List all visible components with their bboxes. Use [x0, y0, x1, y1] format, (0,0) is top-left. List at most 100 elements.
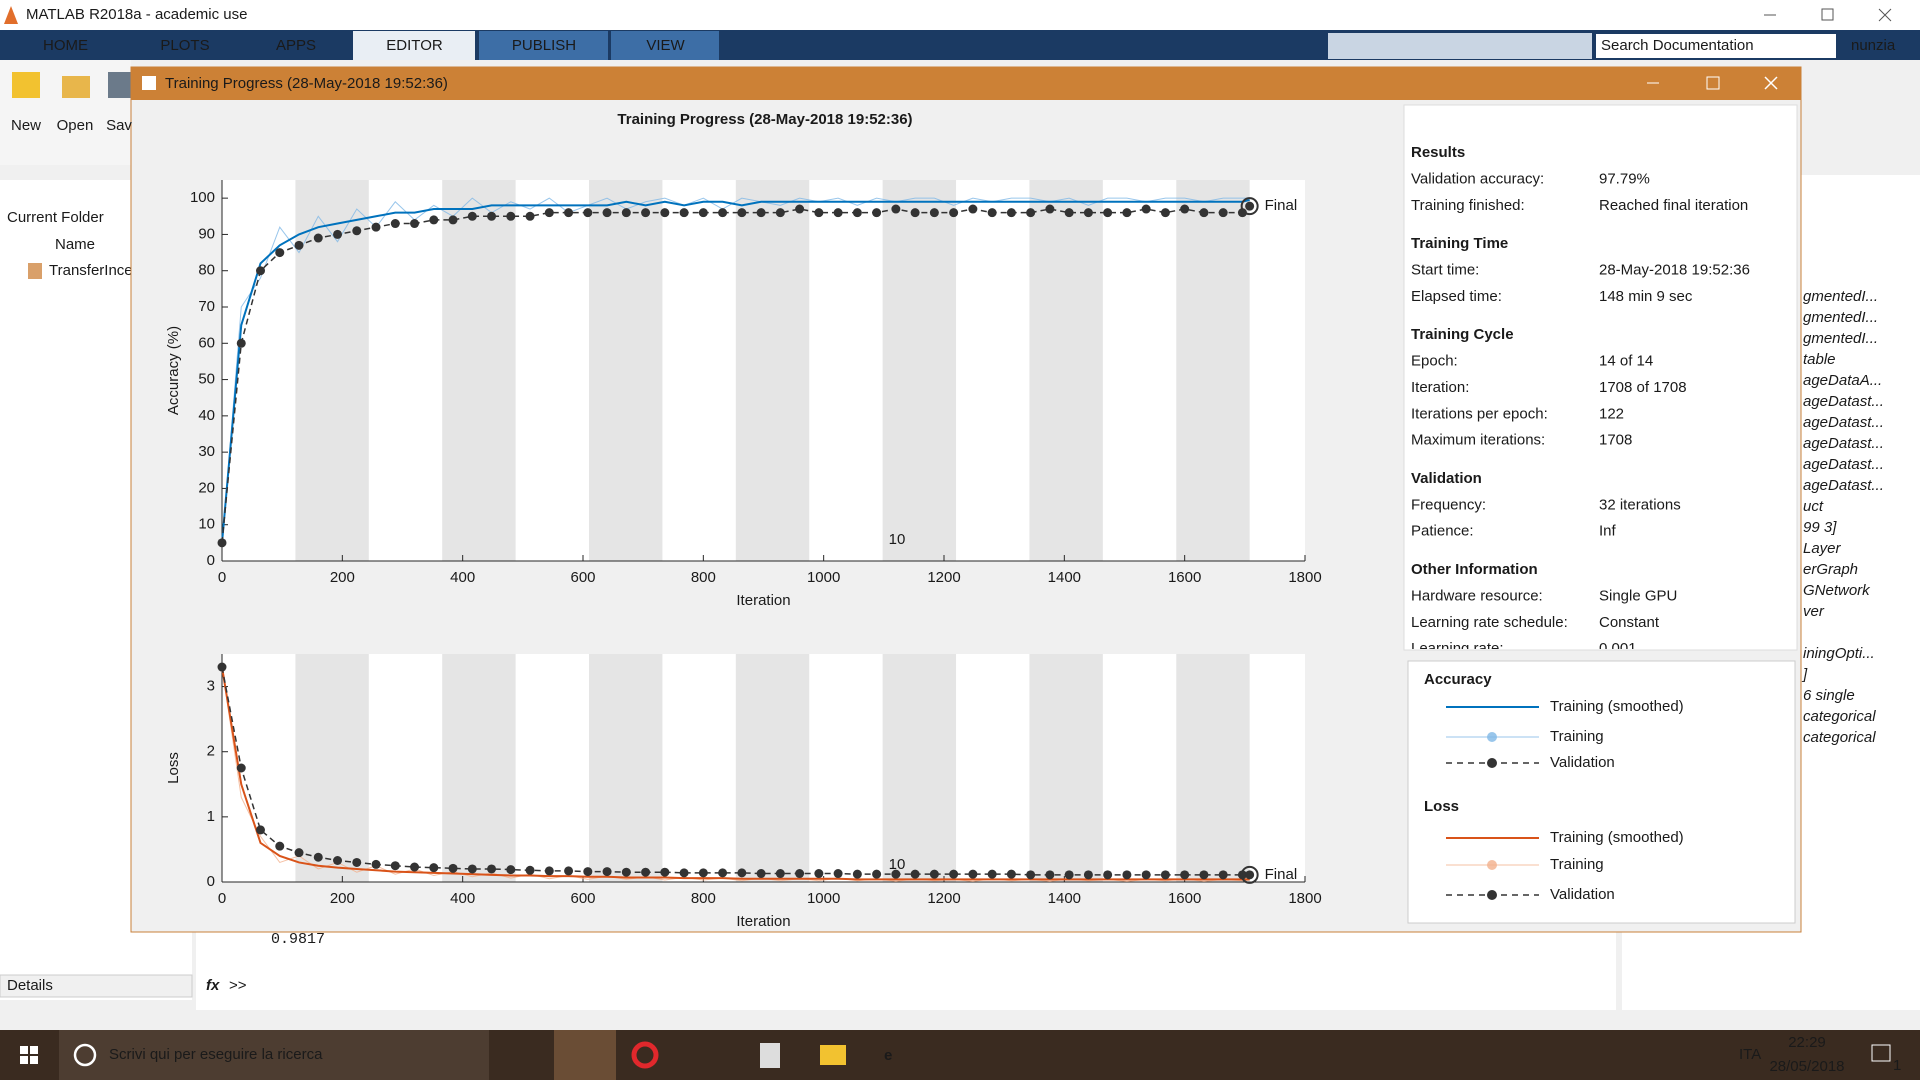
workspace-item[interactable]: iningOpti...	[1803, 645, 1875, 662]
ribbon-tab[interactable]	[611, 31, 719, 60]
validation-point	[929, 208, 939, 218]
clock-time[interactable]: 22:29	[1788, 1034, 1826, 1051]
workspace-item[interactable]: ageDatast...	[1803, 477, 1884, 494]
x-tick-label: 0	[218, 890, 226, 907]
validation-point	[467, 211, 477, 221]
command-window	[196, 932, 1616, 1010]
x-tick-label: 800	[691, 890, 716, 907]
workspace-item[interactable]: Layer	[1803, 540, 1842, 557]
workspace-item[interactable]: ver	[1803, 603, 1825, 620]
save-icon[interactable]	[108, 72, 132, 98]
search-box[interactable]	[1596, 34, 1836, 58]
notification-icon[interactable]	[1871, 1044, 1891, 1062]
workspace-item[interactable]: categorical	[1803, 708, 1876, 725]
validation-point	[564, 866, 574, 876]
ribbon-tab-label[interactable]: APPS	[276, 37, 316, 54]
ribbon-tab[interactable]	[353, 31, 475, 60]
new-icon[interactable]	[12, 72, 40, 98]
restore-button[interactable]	[1821, 8, 1834, 21]
x-tick-label: 1400	[1048, 569, 1081, 586]
tool-label[interactable]: Sav	[106, 117, 132, 134]
ribbon-tab[interactable]	[0, 31, 130, 60]
x-tick-label: 200	[330, 569, 355, 586]
validation-point	[410, 862, 420, 872]
legend-label: Training (smoothed)	[1550, 698, 1684, 715]
ribbon-tab[interactable]	[131, 31, 238, 60]
workspace-item[interactable]: ageDatast...	[1803, 414, 1884, 431]
validation-point	[487, 211, 497, 221]
workspace-item[interactable]: categorical	[1803, 729, 1876, 746]
open-icon[interactable]	[62, 76, 90, 98]
validation-point	[641, 867, 651, 877]
clock-date[interactable]: 28/05/2018	[1769, 1058, 1844, 1075]
start-button[interactable]	[20, 1046, 38, 1064]
workspace-item[interactable]: gmentedI...	[1803, 330, 1878, 347]
workspace-item[interactable]: gmentedI...	[1803, 309, 1878, 326]
workspace-item[interactable]: 99 3]	[1803, 519, 1837, 536]
close-button[interactable]	[1878, 8, 1892, 22]
workspace-item[interactable]: ageDatast...	[1803, 435, 1884, 452]
workspace-item[interactable]: table	[1803, 351, 1836, 368]
taskbar-search[interactable]	[59, 1030, 489, 1080]
opera-task[interactable]	[631, 1041, 659, 1069]
workspace-item[interactable]: ageDatast...	[1803, 456, 1884, 473]
validation-point	[718, 208, 728, 218]
validation-point	[275, 841, 285, 851]
ribbon-tab-label[interactable]: VIEW	[646, 37, 685, 54]
final-label: Final	[1265, 197, 1298, 214]
training-close[interactable]	[1764, 76, 1778, 90]
workspace-item[interactable]: gmentedI...	[1803, 288, 1878, 305]
ribbon-tab-label[interactable]: HOME	[43, 37, 88, 54]
cortana-icon[interactable]	[73, 1043, 97, 1067]
workspace-item[interactable]: 6 single	[1803, 687, 1855, 704]
command-prompt[interactable]: >>	[229, 977, 247, 994]
matlab-icon	[4, 6, 18, 24]
validation-point	[1083, 870, 1093, 880]
validation-point	[583, 208, 593, 218]
validation-point	[891, 869, 901, 879]
validation-point	[448, 215, 458, 225]
y-tick-label: 3	[207, 678, 215, 695]
legend-label: Training	[1550, 728, 1604, 745]
file-name[interactable]: TransferInce	[49, 262, 133, 279]
ribbon-tab-label[interactable]: PLOTS	[160, 37, 209, 54]
search-placeholder: Search Documentation	[1601, 37, 1754, 54]
validation-point	[1045, 870, 1055, 880]
validation-point	[1083, 208, 1093, 218]
workspace-item[interactable]: GNetwork	[1803, 582, 1871, 599]
results-value: 97.79%	[1599, 170, 1650, 187]
training-maximize[interactable]	[1706, 76, 1720, 90]
results-value: 14 of 14	[1599, 353, 1653, 370]
validation-point	[390, 219, 400, 229]
explorer-task[interactable]	[820, 1045, 846, 1065]
validation-point	[1141, 870, 1151, 880]
validation-point	[698, 868, 708, 878]
workspace-item[interactable]: erGraph	[1803, 561, 1858, 578]
series-line	[221, 666, 1250, 882]
results-label: Learning rate schedule:	[1411, 614, 1568, 631]
workspace-item[interactable]: ageDatast...	[1803, 393, 1884, 410]
workspace-item[interactable]: uct	[1803, 498, 1824, 515]
validation-point	[390, 861, 400, 871]
workspace-item[interactable]: ageDataA...	[1803, 372, 1882, 389]
user-name[interactable]: nunzia	[1851, 37, 1896, 54]
ribbon-tab-label[interactable]: PUBLISH	[512, 37, 576, 54]
ribbon-tab[interactable]	[479, 31, 608, 60]
validation-point	[1103, 208, 1113, 218]
validation-point	[217, 662, 227, 672]
language[interactable]: ITA	[1739, 1046, 1761, 1063]
calculator-task[interactable]	[760, 1043, 780, 1068]
tool-label[interactable]: New	[11, 117, 41, 134]
ribbon-tab-label[interactable]: EDITOR	[386, 37, 443, 54]
tool-label[interactable]: Open	[57, 117, 94, 134]
matlab-task[interactable]	[554, 1030, 616, 1080]
validation-point	[294, 848, 304, 858]
notification-count: 1	[1893, 1057, 1901, 1074]
validation-point	[564, 208, 574, 218]
ribbon-tab[interactable]	[239, 31, 352, 60]
edge-task[interactable]: e	[884, 1047, 892, 1064]
validation-point	[275, 248, 285, 258]
plot: 0 200 400 600 800 1000 1200 1400 1600 1800 0 1 2 3 Ite…	[165, 654, 1322, 930]
workspace-item[interactable]: ]	[1801, 666, 1808, 683]
epoch-label: 10	[889, 856, 906, 873]
